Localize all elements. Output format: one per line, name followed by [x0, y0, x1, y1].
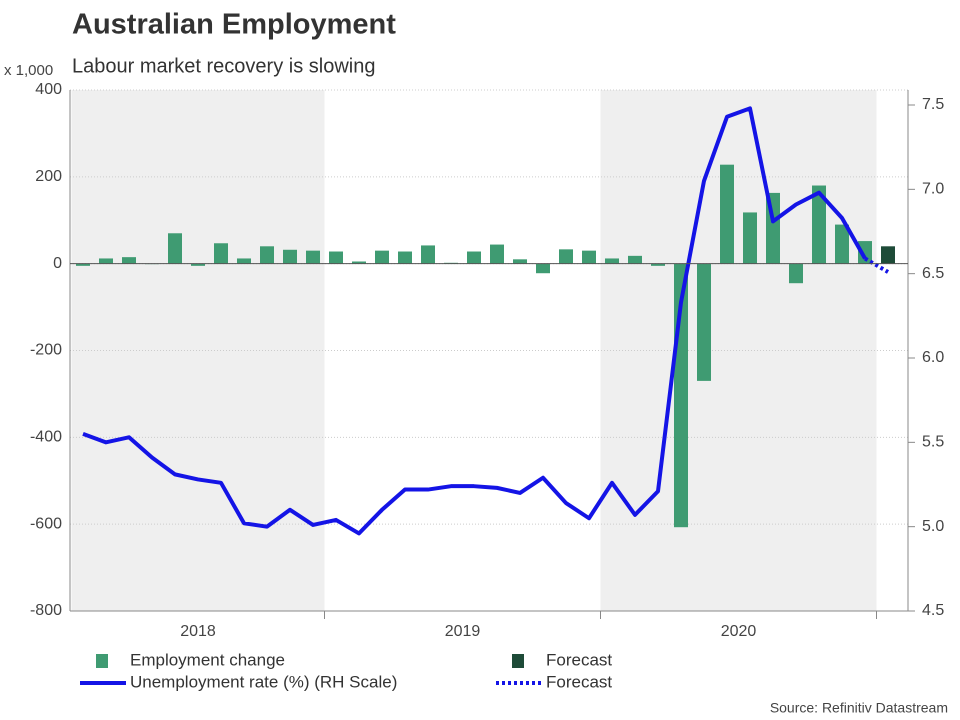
bar	[99, 258, 113, 264]
year-shading	[71, 90, 325, 611]
line	[863, 256, 890, 274]
bar	[513, 259, 527, 264]
y-unit-label: x 1,000	[4, 62, 53, 79]
y-tick-label: -800	[30, 602, 62, 619]
x-tick-label: 2018	[180, 623, 216, 640]
bar	[214, 243, 228, 264]
chart-subtitle: Labour market recovery is slowing	[72, 55, 375, 77]
line	[82, 106, 867, 536]
bar	[605, 258, 619, 264]
bar	[582, 250, 596, 264]
bar	[743, 212, 757, 264]
x-tick-label: 2020	[721, 623, 757, 640]
y2-tick-label: 6.5	[922, 265, 944, 282]
bar	[329, 251, 343, 264]
legend-label: Forecast	[546, 672, 612, 691]
legend-swatch	[512, 654, 524, 668]
y2-tick-label: 4.5	[922, 602, 944, 619]
y-tick-label: -600	[30, 515, 62, 532]
bar	[881, 246, 895, 264]
bar	[421, 245, 435, 264]
bar	[536, 263, 550, 274]
y2-tick-label: 5.0	[922, 518, 944, 535]
y-tick-label: 200	[35, 168, 62, 185]
bar	[651, 263, 665, 266]
legend-label: Forecast	[546, 650, 612, 669]
legend-label: Unemployment rate (%) (RH Scale)	[130, 672, 397, 691]
bar	[858, 241, 872, 264]
y2-tick-label: 5.5	[922, 434, 944, 451]
bar	[628, 255, 642, 264]
bar	[122, 257, 136, 264]
chart-title: Australian Employment	[72, 9, 396, 41]
bar	[720, 164, 734, 264]
bar	[812, 185, 826, 264]
bar	[559, 249, 573, 264]
bar	[76, 263, 90, 266]
bar	[260, 246, 274, 264]
bar	[490, 244, 504, 264]
bar	[168, 233, 182, 264]
y-tick-label: -200	[30, 342, 62, 359]
bar	[283, 249, 297, 264]
bar	[835, 224, 849, 264]
bar	[697, 263, 711, 381]
bar	[306, 250, 320, 264]
x-tick-label: 2019	[445, 623, 481, 640]
y-tick-label: -400	[30, 429, 62, 446]
bar	[352, 261, 366, 264]
y2-tick-label: 7.0	[922, 181, 944, 198]
y-tick-label: 0	[53, 255, 62, 272]
y2-tick-label: 7.5	[922, 96, 944, 113]
y2-tick-label: 6.0	[922, 349, 944, 366]
bar	[191, 263, 205, 266]
bar	[467, 251, 481, 264]
y-tick-label: 400	[35, 81, 62, 98]
legend-label: Employment change	[130, 650, 285, 669]
source: Source: Refinitiv Datastream	[770, 700, 948, 716]
legend-swatch	[96, 654, 108, 668]
bar	[398, 251, 412, 264]
bar	[375, 250, 389, 264]
bar	[789, 263, 803, 284]
bar	[237, 258, 251, 264]
